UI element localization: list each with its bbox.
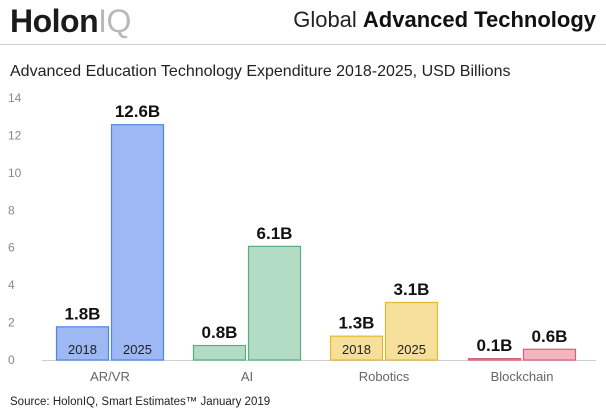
data-label: 0.1B [477,336,513,355]
bar-robotics-2018 [329,335,384,361]
x-category-label: AI [241,369,253,384]
header-title-normal: Global [293,7,357,32]
in-bar-series-label: 2025 [397,342,426,357]
y-tick-label: 14 [8,91,22,105]
in-bar-series-label: 2018 [68,342,97,357]
data-label: 0.8B [202,323,238,342]
x-category-label: Blockchain [491,369,554,384]
bar-robotics-2025 [384,301,439,361]
y-tick-label: 0 [8,353,15,367]
data-label: 0.6B [532,327,568,346]
data-label: 3.1B [394,280,430,299]
x-category-label: Robotics [359,369,410,384]
bar-ai-2018 [192,344,247,361]
holoniq-logo: HolonIQ [10,2,131,40]
data-label: 1.8B [65,304,101,323]
x-category-label: AR/VR [90,369,130,384]
bar-blockchain-2018 [467,358,522,361]
y-tick-label: 6 [8,241,15,255]
y-tick-label: 2 [8,316,15,330]
bar-blockchain-2025 [522,348,577,361]
data-label: 6.1B [257,224,293,243]
header-title-strong: Advanced Technology [362,7,596,32]
source-note: Source: HolonIQ, Smart Estimates™ Januar… [10,396,271,408]
in-bar-series-label: 2025 [123,342,152,357]
logo-bold-text: Holon [10,3,99,39]
data-label: 1.3B [339,314,375,333]
bar-ar-vr-2018 [55,326,110,361]
bar-ar-vr-2025 [110,124,165,361]
logo-light-text: IQ [98,3,131,39]
bar-ai-2025 [247,245,302,361]
y-tick-label: 10 [8,166,22,180]
y-tick-label: 4 [8,278,15,292]
in-bar-series-label: 2018 [342,342,371,357]
y-tick-label: 12 [8,128,22,142]
header-title: Global Advanced Technology [293,6,596,34]
chart-title: Advanced Education Technology Expenditur… [10,63,511,80]
data-label: 12.6B [115,102,160,121]
y-tick-label: 8 [8,203,15,217]
header-divider [0,44,606,45]
